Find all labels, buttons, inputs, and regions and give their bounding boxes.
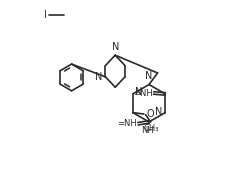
Text: N: N bbox=[112, 42, 119, 52]
Text: O: O bbox=[146, 109, 154, 119]
Text: =NH: =NH bbox=[133, 88, 153, 98]
Text: I: I bbox=[44, 10, 47, 20]
Text: N: N bbox=[136, 87, 143, 97]
Text: N: N bbox=[95, 72, 102, 82]
Text: N: N bbox=[145, 71, 153, 81]
Text: CH₃: CH₃ bbox=[143, 124, 159, 133]
Text: NH: NH bbox=[141, 126, 154, 135]
Text: N: N bbox=[155, 107, 163, 117]
Text: =NH: =NH bbox=[117, 119, 137, 128]
